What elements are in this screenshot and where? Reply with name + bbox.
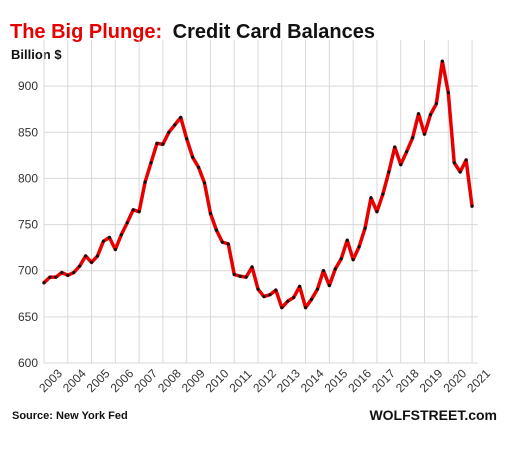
data-point: [202, 181, 207, 185]
data-point: [387, 170, 391, 174]
data-point: [345, 238, 349, 242]
data-point: [458, 170, 462, 174]
data-point: [161, 142, 165, 146]
data-point: [339, 257, 343, 261]
data-point: [375, 210, 379, 214]
data-point: [66, 273, 70, 277]
data-point: [220, 240, 224, 244]
title-main: Credit Card Balances: [173, 21, 375, 43]
data-point: [280, 306, 284, 310]
data-point: [309, 297, 314, 301]
data-point: [113, 247, 117, 252]
data-point: [298, 284, 302, 288]
data-point: [125, 221, 129, 225]
y-axis-label: Billion $: [11, 47, 62, 62]
data-point: [315, 287, 320, 291]
data-point: [303, 306, 308, 310]
data-point: [464, 158, 468, 162]
data-point: [84, 254, 88, 258]
title-highlight: The Big Plunge:: [10, 21, 162, 43]
data-point: [440, 59, 444, 63]
data-point: [155, 141, 159, 145]
data-point: [95, 254, 100, 258]
data-point: [292, 295, 296, 300]
data-point: [274, 288, 278, 292]
chart-title: The Big Plunge: Credit Card Balances: [10, 21, 375, 43]
data-point: [434, 102, 438, 106]
data-point: [262, 294, 266, 299]
data-point: [452, 161, 456, 165]
data-point: [107, 235, 111, 240]
data-point: [60, 270, 64, 275]
data-point: [167, 130, 171, 134]
y-tick-label: 900: [18, 79, 38, 93]
data-point: [369, 196, 373, 200]
y-tick-labels: 600 650 700 750 800 850 900: [18, 79, 38, 370]
data-point: [333, 267, 337, 271]
data-point: [226, 242, 230, 246]
source-label: Source: New York Fed: [12, 410, 128, 422]
y-tick-label: 600: [18, 356, 38, 370]
data-point: [48, 275, 52, 279]
grid-layer: [43, 40, 478, 364]
data-point: [143, 180, 147, 184]
data-point: [78, 264, 82, 268]
data-point: [173, 123, 177, 127]
data-point: [214, 228, 219, 232]
data-point: [357, 245, 361, 249]
data-point: [101, 239, 106, 243]
data-point: [399, 162, 403, 167]
data-point: [286, 299, 290, 303]
data-point: [131, 208, 135, 212]
data-point: [244, 275, 248, 279]
data-point: [416, 112, 421, 116]
data-point: [470, 204, 474, 208]
data-point: [196, 165, 201, 169]
y-tick-label: 800: [18, 171, 38, 185]
data-point: [185, 137, 189, 141]
data-point: [179, 115, 183, 120]
y-tick-label: 650: [18, 310, 38, 324]
data-point: [351, 258, 355, 262]
y-tick-label: 750: [18, 218, 38, 232]
data-point: [327, 283, 331, 288]
data-point: [446, 91, 450, 95]
data-point: [42, 281, 46, 285]
data-point: [208, 211, 213, 216]
data-point: [250, 265, 254, 269]
data-point: [72, 270, 76, 275]
data-point: [256, 287, 260, 291]
data-point: [321, 269, 326, 273]
data-point: [363, 226, 367, 230]
data-point: [232, 272, 236, 277]
y-tick-label: 850: [18, 125, 38, 139]
data-point: [191, 155, 195, 159]
data-point: [405, 150, 409, 154]
data-point: [54, 275, 58, 279]
data-point: [137, 210, 141, 214]
data-point: [381, 192, 385, 196]
data-point: [422, 132, 427, 136]
points-layer: [42, 59, 474, 310]
data-point: [428, 113, 433, 117]
data-point: [268, 293, 272, 297]
data-point: [149, 161, 153, 165]
data-point: [393, 145, 397, 149]
data-point: [238, 274, 242, 278]
data-point: [119, 233, 123, 237]
y-tick-label: 700: [18, 264, 38, 278]
brand-label: WOLFSTREET.com: [369, 407, 497, 423]
data-point: [89, 260, 94, 265]
data-point: [411, 136, 415, 140]
